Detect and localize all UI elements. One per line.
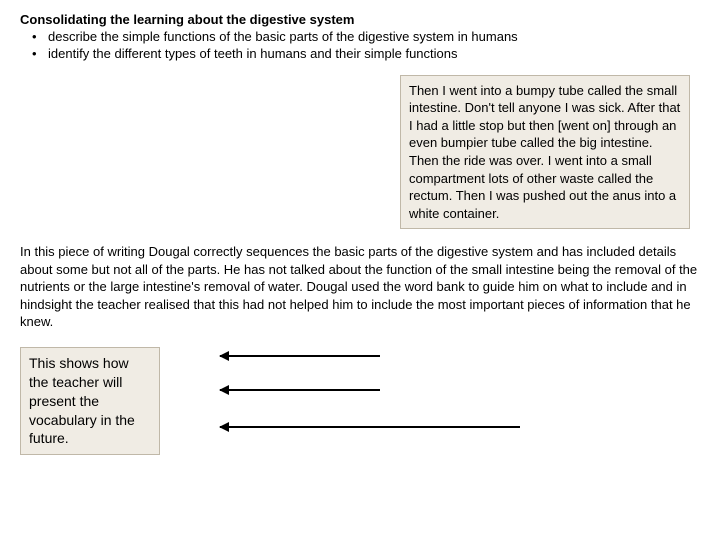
arrow-icon bbox=[220, 355, 380, 357]
teacher-note-box: This shows how the teacher will present … bbox=[20, 347, 160, 455]
bottom-row: This shows how the teacher will present … bbox=[20, 347, 700, 455]
arrow-icon bbox=[220, 389, 380, 391]
objective-item: identify the different types of teeth in… bbox=[20, 46, 700, 63]
analysis-paragraph: In this piece of writing Dougal correctl… bbox=[20, 243, 700, 331]
arrow-diagram bbox=[190, 349, 510, 449]
objective-list: describe the simple functions of the bas… bbox=[20, 29, 700, 63]
section-heading: Consolidating the learning about the dig… bbox=[20, 12, 700, 27]
student-writing-box: Then I went into a bumpy tube called the… bbox=[400, 75, 690, 229]
objective-item: describe the simple functions of the bas… bbox=[20, 29, 700, 46]
arrow-icon bbox=[220, 426, 520, 428]
